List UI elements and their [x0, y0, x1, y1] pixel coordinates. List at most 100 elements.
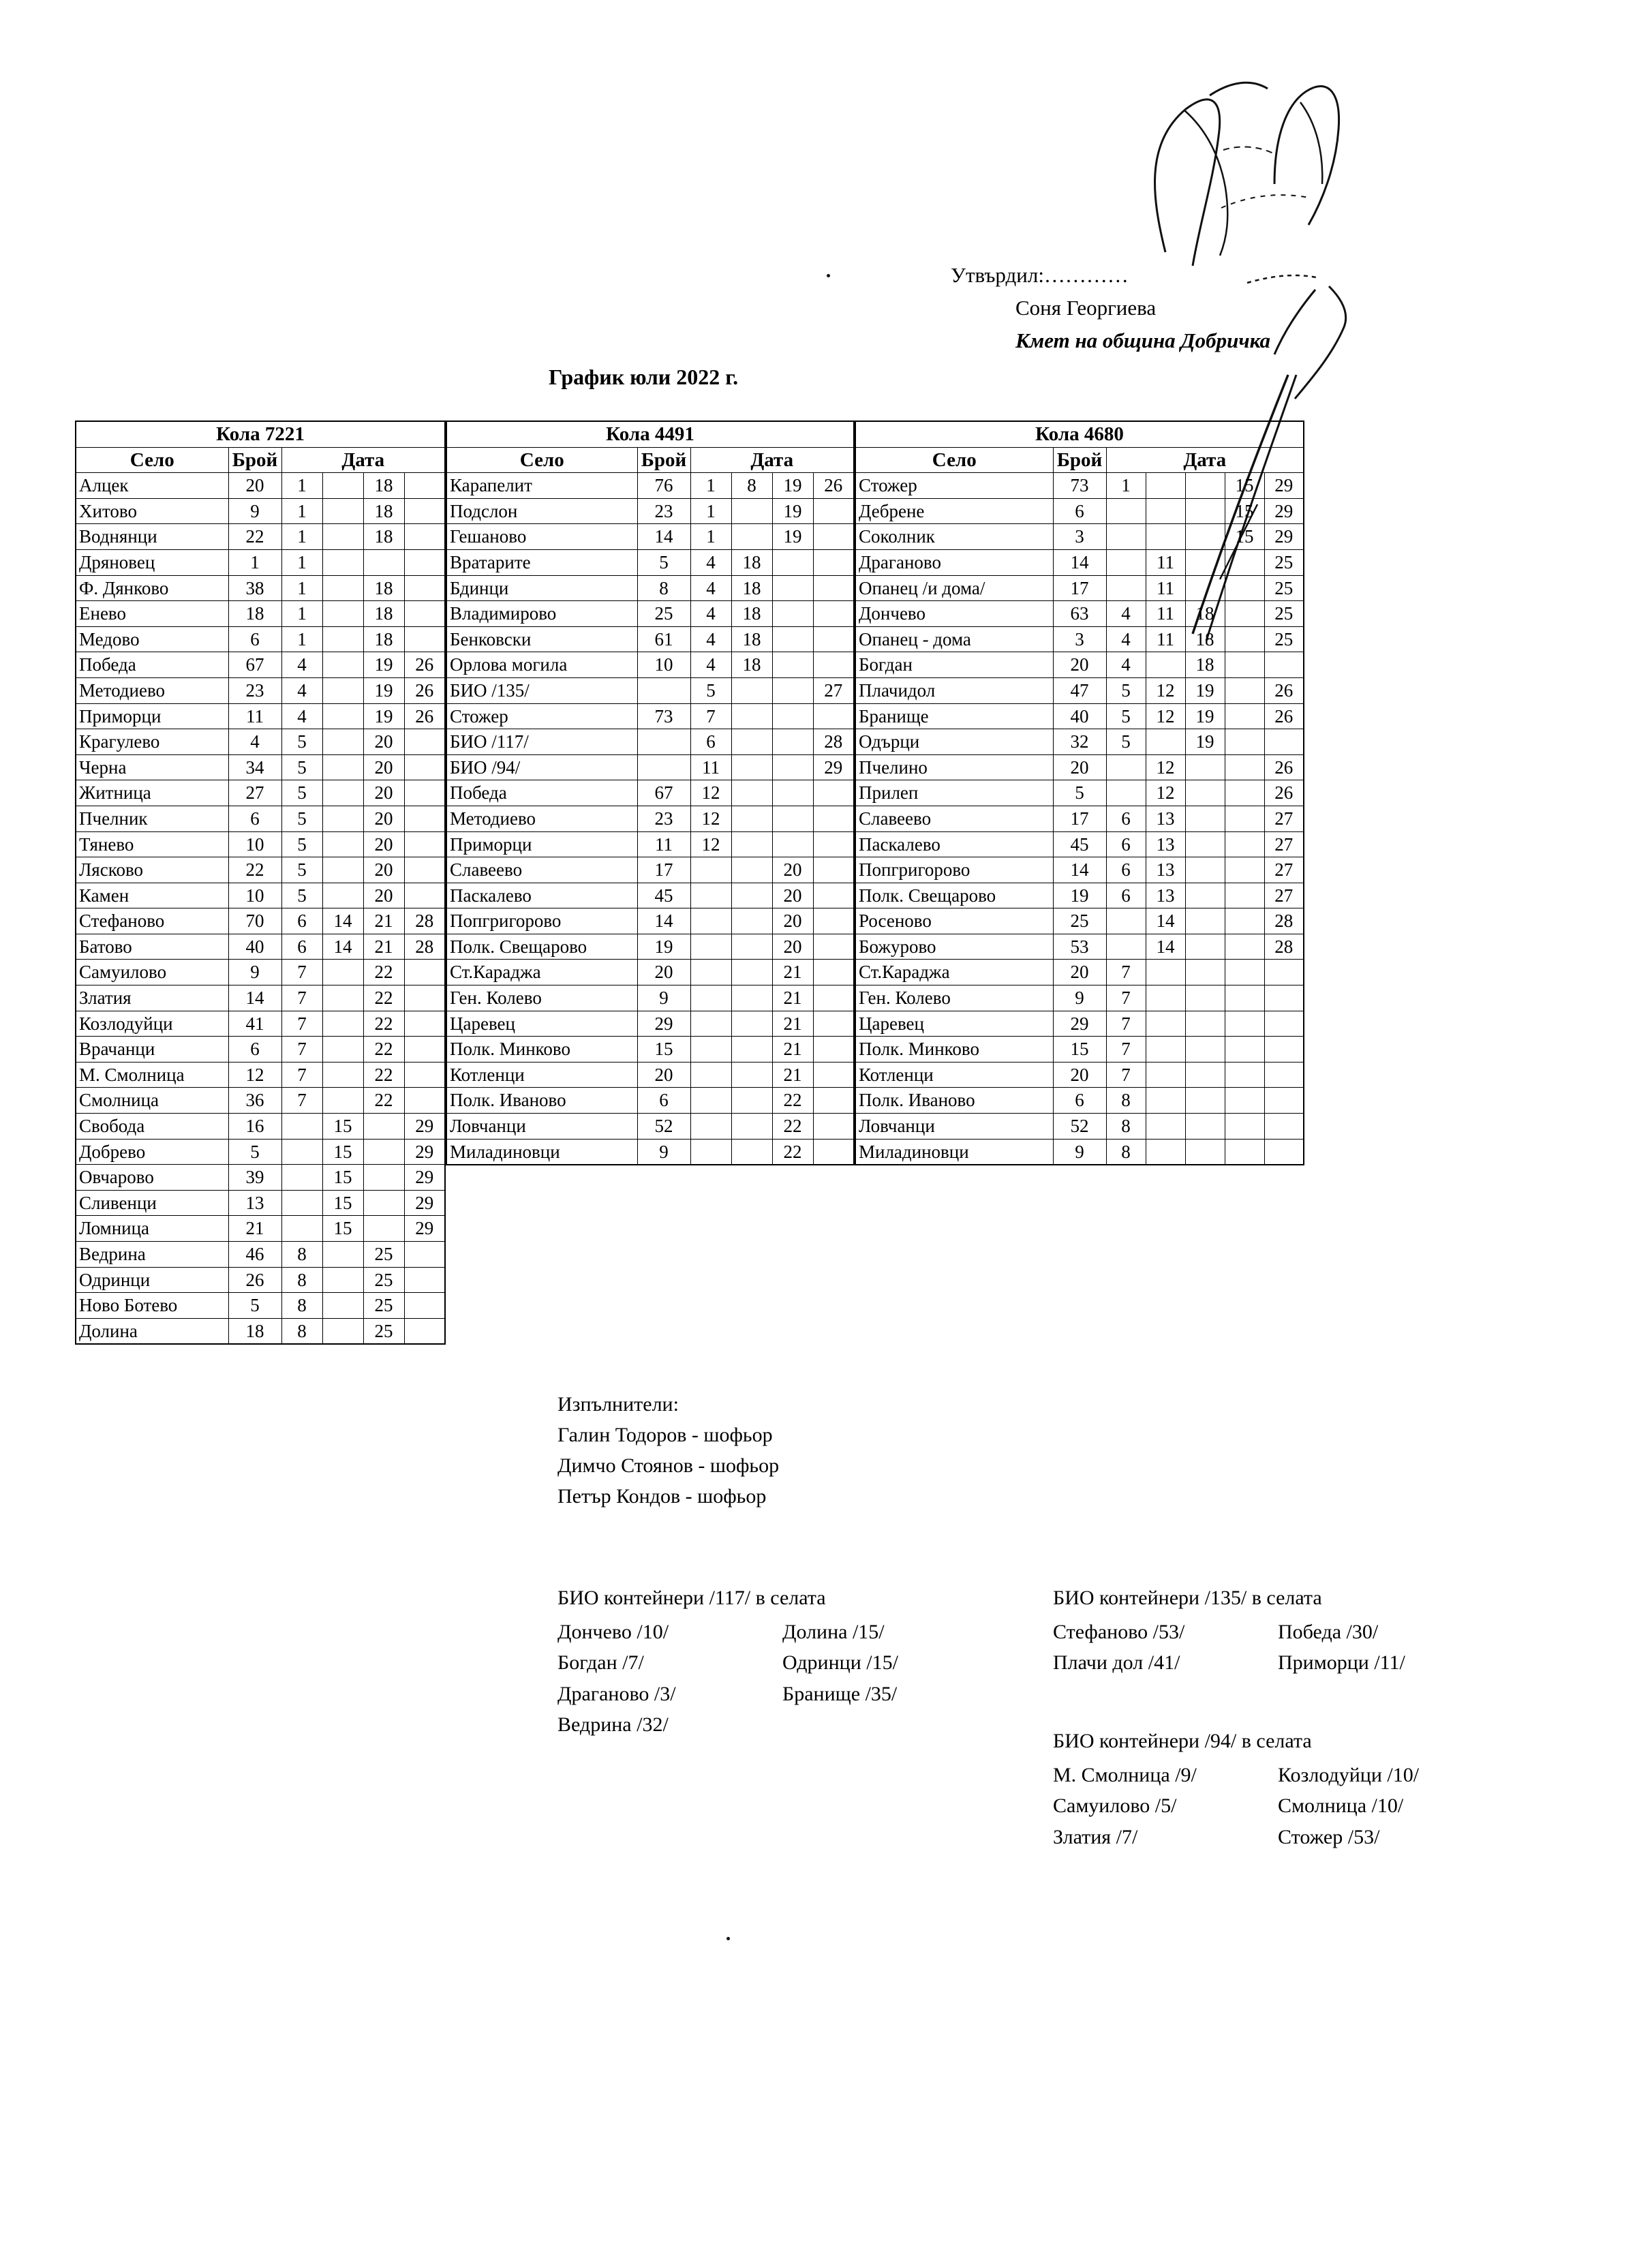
cell-date: 13 [1145, 857, 1186, 883]
cell-village: Ново Ботево [75, 1292, 229, 1319]
cell-date: 18 [731, 575, 773, 602]
cell-village: Долина [75, 1317, 229, 1345]
cell-date [690, 933, 732, 960]
cell-date [731, 754, 773, 781]
cell-village: Божурово [855, 933, 1054, 960]
cell-village: Владимирово [446, 600, 638, 627]
table-row: Котленци 20 21 [446, 1061, 855, 1088]
cell-date: 15 [322, 1164, 364, 1191]
cell-date: 25 [363, 1241, 405, 1268]
approved-by-label: Утвърдил:………… [951, 263, 1129, 287]
cell-date: 12 [1145, 780, 1186, 806]
cell-date [322, 831, 364, 858]
table-row: Полк. Свещарово 19 20 [446, 933, 855, 960]
table-row: Долина 18 8 25 [75, 1317, 446, 1345]
cell-date [403, 780, 446, 806]
cell-date: 26 [403, 677, 446, 704]
cell-village: Камен [75, 882, 229, 909]
bio-group-rows: Дончево /10/Долина /15/Богдан /7/Одринци… [557, 1617, 898, 1741]
cell-date: 12 [1145, 703, 1186, 730]
cell-date [322, 1317, 364, 1345]
cell-date: 21 [363, 908, 405, 934]
cell-date [812, 1087, 855, 1114]
cell-date: 1 [281, 498, 323, 525]
cell-date: 5 [281, 754, 323, 781]
cell-date [1184, 754, 1225, 781]
cell-date [403, 857, 446, 883]
cell-date: 1 [281, 549, 323, 576]
cell-date [1105, 908, 1146, 934]
cell-date: 28 [403, 908, 446, 934]
cell-date [1224, 575, 1265, 602]
cell-count: 46 [228, 1241, 282, 1268]
cell-date [1145, 498, 1186, 525]
cell-village: Врачанци [75, 1036, 229, 1063]
cell-date [322, 857, 364, 883]
cell-date: 11 [1145, 626, 1186, 653]
cell-date [1184, 1087, 1225, 1114]
cell-date: 22 [771, 1087, 814, 1114]
cell-count: 47 [1052, 677, 1107, 704]
cell-date: 26 [1264, 677, 1304, 704]
cell-date: 8 [1105, 1113, 1146, 1140]
cell-date: 22 [771, 1113, 814, 1140]
table-row: Бдинци 8 4 18 [446, 575, 855, 602]
cell-date: 20 [363, 754, 405, 781]
cell-date [1264, 1010, 1304, 1037]
cell-date [363, 1215, 405, 1242]
cell-date [812, 1138, 855, 1165]
cell-date: 7 [281, 1061, 323, 1088]
page-title: График юли 2022 г. [549, 365, 739, 389]
cell-village: Дряновец [75, 549, 229, 576]
cell-count: 45 [637, 882, 691, 909]
cell-date [690, 1036, 732, 1063]
cell-date [403, 985, 446, 1011]
cell-date [771, 831, 814, 858]
cell-date [771, 600, 814, 627]
cell-date [690, 908, 732, 934]
cell-date: 20 [363, 780, 405, 806]
performers-block: Изпълнители: Галин Тодоров - шофьор Димч… [557, 1389, 779, 1512]
cell-count: 14 [637, 523, 691, 550]
cell-date: 25 [1264, 600, 1304, 627]
cell-village: Ф. Дянково [75, 575, 229, 602]
cell-village: Воднянци [75, 523, 229, 550]
cell-date: 14 [322, 908, 364, 934]
cell-count: 14 [228, 985, 282, 1011]
bio-village-left: Стефаново /53/ [1053, 1620, 1185, 1643]
cell-date: 1 [690, 472, 732, 499]
cell-date: 22 [363, 959, 405, 986]
cell-date [1224, 882, 1265, 909]
table-row: Одринци 26 8 25 [75, 1266, 446, 1294]
cell-date: 12 [690, 780, 732, 806]
cell-date [403, 600, 446, 627]
cell-date: 15 [1224, 498, 1265, 525]
cell-date: 7 [1105, 1061, 1146, 1088]
cell-date: 5 [281, 805, 323, 832]
cell-date: 12 [1145, 754, 1186, 781]
cell-date [690, 857, 732, 883]
cell-date [322, 498, 364, 525]
cell-count: 19 [1052, 882, 1107, 909]
cell-count: 6 [228, 805, 282, 832]
cell-date [1145, 652, 1186, 678]
cell-date: 22 [363, 1036, 405, 1063]
cell-date: 5 [281, 882, 323, 909]
cell-date [1224, 754, 1265, 781]
cell-date: 27 [1264, 857, 1304, 883]
cell-date [1145, 472, 1186, 499]
col-header-date: Дата [690, 446, 855, 474]
cell-date [1184, 959, 1225, 986]
cell-date [731, 523, 773, 550]
table-row: Приморци 11 4 19 26 [75, 703, 446, 730]
cell-date: 20 [363, 857, 405, 883]
cell-date [322, 1266, 364, 1294]
cell-date [771, 652, 814, 678]
schedule-tables: Кола 7221 Село Брой Дата Алцек 20 1 18 Хитов… [75, 421, 1304, 1345]
cell-count: 41 [228, 1010, 282, 1037]
cell-date: 22 [363, 1010, 405, 1037]
cell-date [363, 1138, 405, 1165]
cell-village: Ведрина [75, 1241, 229, 1268]
cell-date [322, 805, 364, 832]
cell-date: 7 [1105, 959, 1146, 986]
